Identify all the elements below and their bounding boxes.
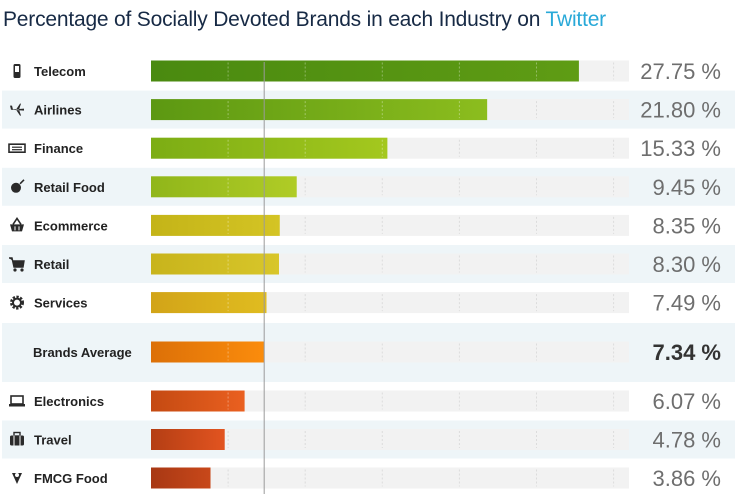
bar-track xyxy=(151,390,629,412)
chart-title-highlight: Twitter xyxy=(545,8,607,31)
bar-track xyxy=(151,467,629,489)
category-label: Telecom xyxy=(34,64,86,79)
category-label: Retail Food xyxy=(34,180,105,195)
bar-finance xyxy=(151,137,388,159)
airplane-icon xyxy=(10,103,24,116)
bar-track xyxy=(151,292,629,314)
bar-telecom xyxy=(151,60,579,82)
laptop-icon xyxy=(9,395,25,407)
suitcase-icon xyxy=(10,431,24,446)
chart-title-text: Percentage of Socially Devoted Brands in… xyxy=(3,8,541,31)
bar-retail-food xyxy=(151,176,297,198)
mobile-phone-icon xyxy=(13,64,21,78)
category-label: Services xyxy=(34,296,88,311)
chart-title: Percentage of Socially Devoted Brands in… xyxy=(3,8,723,38)
bar-fmcg-food xyxy=(151,467,211,489)
value-label: 8.30 % xyxy=(653,252,722,277)
cart-icon xyxy=(9,257,25,272)
value-label: 15.33 % xyxy=(640,136,721,161)
category-label: Travel xyxy=(34,433,72,448)
value-label: 8.35 % xyxy=(653,213,722,238)
value-label: 27.75 % xyxy=(640,59,721,84)
value-label: 9.45 % xyxy=(653,175,722,200)
category-label: Retail xyxy=(34,257,69,272)
category-label: Ecommerce xyxy=(34,218,108,233)
category-label: Electronics xyxy=(34,394,104,409)
bar-airlines xyxy=(151,99,488,121)
value-label: 6.07 % xyxy=(653,389,722,414)
gear-icon xyxy=(10,295,24,310)
food-icon xyxy=(11,179,25,193)
category-label: FMCG Food xyxy=(34,471,108,486)
bar-brands-average xyxy=(151,341,265,363)
bar-ecommerce xyxy=(151,214,280,236)
bar-services xyxy=(151,292,267,314)
value-label: 3.86 % xyxy=(653,466,722,491)
value-label: 21.80 % xyxy=(640,98,721,123)
bar-retail xyxy=(151,253,279,275)
bar-track xyxy=(151,429,629,450)
bar-electronics xyxy=(151,390,245,412)
bar-track xyxy=(151,341,629,363)
food-drop-icon xyxy=(12,473,22,484)
basket-icon xyxy=(10,216,24,232)
category-label: Airlines xyxy=(34,103,82,118)
bar-travel xyxy=(151,429,225,450)
value-label: 4.78 % xyxy=(653,428,722,453)
value-label: 7.34 % xyxy=(653,340,722,365)
banknote-icon xyxy=(8,143,26,153)
category-label: Finance xyxy=(34,141,83,156)
category-label: Brands Average xyxy=(33,345,132,360)
value-label: 7.49 % xyxy=(653,291,722,316)
